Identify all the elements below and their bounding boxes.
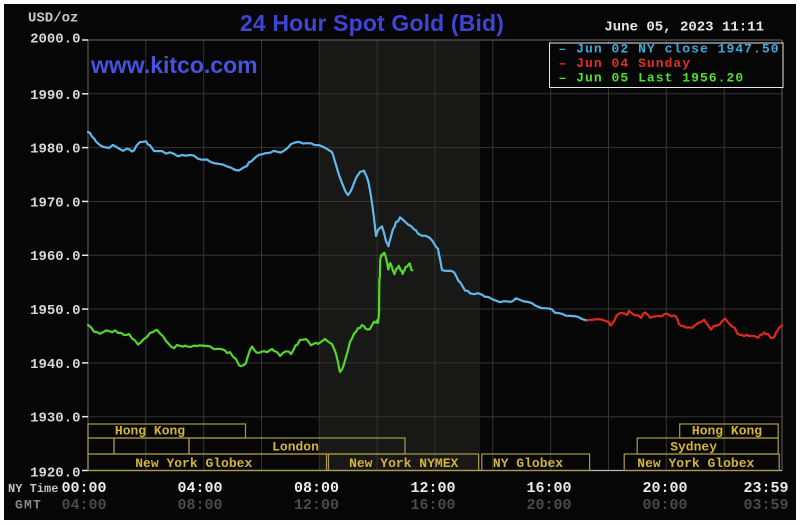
svg-text:New York NYMEX: New York NYMEX	[349, 456, 458, 471]
svg-text:12:00: 12:00	[410, 480, 455, 497]
svg-text:1940.0: 1940.0	[30, 357, 80, 373]
svg-text:– Jun 04 Sunday: – Jun 04 Sunday	[559, 56, 692, 71]
svg-text:1950.0: 1950.0	[30, 303, 80, 319]
svg-text:04:00: 04:00	[177, 480, 222, 497]
svg-text:1980.0: 1980.0	[30, 142, 80, 158]
svg-text:23:59: 23:59	[743, 480, 788, 497]
svg-text:NY Time: NY Time	[8, 482, 58, 496]
svg-text:www.kitco.com: www.kitco.com	[90, 52, 258, 78]
svg-text:16:00: 16:00	[410, 497, 455, 514]
svg-text:16:00: 16:00	[526, 480, 571, 497]
svg-text:1970.0: 1970.0	[30, 195, 80, 211]
svg-text:04:00: 04:00	[61, 497, 106, 514]
svg-text:1990.0: 1990.0	[30, 88, 80, 104]
svg-text:20:00: 20:00	[642, 480, 687, 497]
svg-text:GMT: GMT	[15, 498, 42, 513]
svg-text:1960.0: 1960.0	[30, 249, 80, 265]
svg-text:1920.0: 1920.0	[30, 466, 80, 482]
svg-text:– Jun 02 NY close 1947.50: – Jun 02 NY close 1947.50	[559, 42, 780, 57]
svg-text:08:00: 08:00	[294, 480, 339, 497]
svg-text:20:00: 20:00	[526, 497, 571, 514]
svg-text:03:59: 03:59	[743, 497, 788, 514]
svg-text:June 05, 2023 11:11: June 05, 2023 11:11	[604, 20, 764, 36]
svg-text:USD/oz: USD/oz	[28, 11, 78, 27]
svg-text:08:00: 08:00	[177, 497, 222, 514]
svg-text:00:00: 00:00	[61, 480, 106, 497]
svg-text:12:00: 12:00	[294, 497, 339, 514]
svg-text:London: London	[272, 440, 319, 455]
svg-text:00:00: 00:00	[642, 497, 687, 514]
svg-text:Hong Kong: Hong Kong	[115, 424, 185, 439]
svg-text:24 Hour Spot Gold (Bid): 24 Hour Spot Gold (Bid)	[240, 10, 504, 36]
svg-text:Sydney: Sydney	[670, 440, 717, 455]
svg-text:New York Globex: New York Globex	[135, 456, 252, 471]
svg-text:– Jun 05 Last 1956.20: – Jun 05 Last 1956.20	[559, 71, 745, 86]
svg-text:New York Globex: New York Globex	[637, 456, 754, 471]
svg-text:NY Globex: NY Globex	[493, 456, 563, 471]
svg-text:Hong Kong: Hong Kong	[692, 424, 762, 439]
svg-text:2000.0: 2000.0	[30, 32, 80, 48]
svg-text:1930.0: 1930.0	[30, 411, 80, 427]
